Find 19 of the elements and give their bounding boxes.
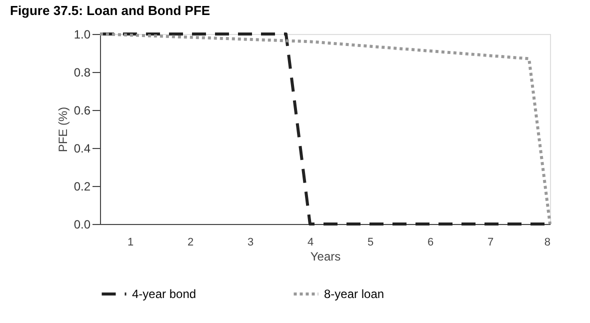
x-tick-label: 7: [487, 236, 494, 248]
chart-title: Figure 37.5: Loan and Bond PFE: [10, 3, 210, 18]
y-tick-label: 0.8: [74, 66, 91, 80]
x-tick-label: 4: [307, 236, 314, 248]
y-tick-label: 1.0: [74, 28, 91, 42]
x-axis-title: Years: [310, 250, 341, 264]
y-tick-label: 0.0: [74, 218, 91, 232]
x-tick-label: 2: [187, 236, 194, 248]
x-tick-label: 8: [544, 236, 550, 248]
y-tick-label: 0.2: [74, 180, 91, 194]
x-tick-label: 1: [127, 236, 134, 248]
x-tick-label: 6: [427, 236, 434, 248]
y-axis-title: PFE (%): [56, 106, 70, 152]
legend-label: 4-year bond: [132, 287, 196, 301]
legend-label: 8-year loan: [324, 287, 384, 301]
x-tick-label: 5: [367, 236, 374, 248]
x-tick-label: 3: [247, 236, 254, 248]
y-tick-label: 0.6: [74, 104, 91, 118]
y-tick-label: 0.4: [74, 142, 91, 156]
